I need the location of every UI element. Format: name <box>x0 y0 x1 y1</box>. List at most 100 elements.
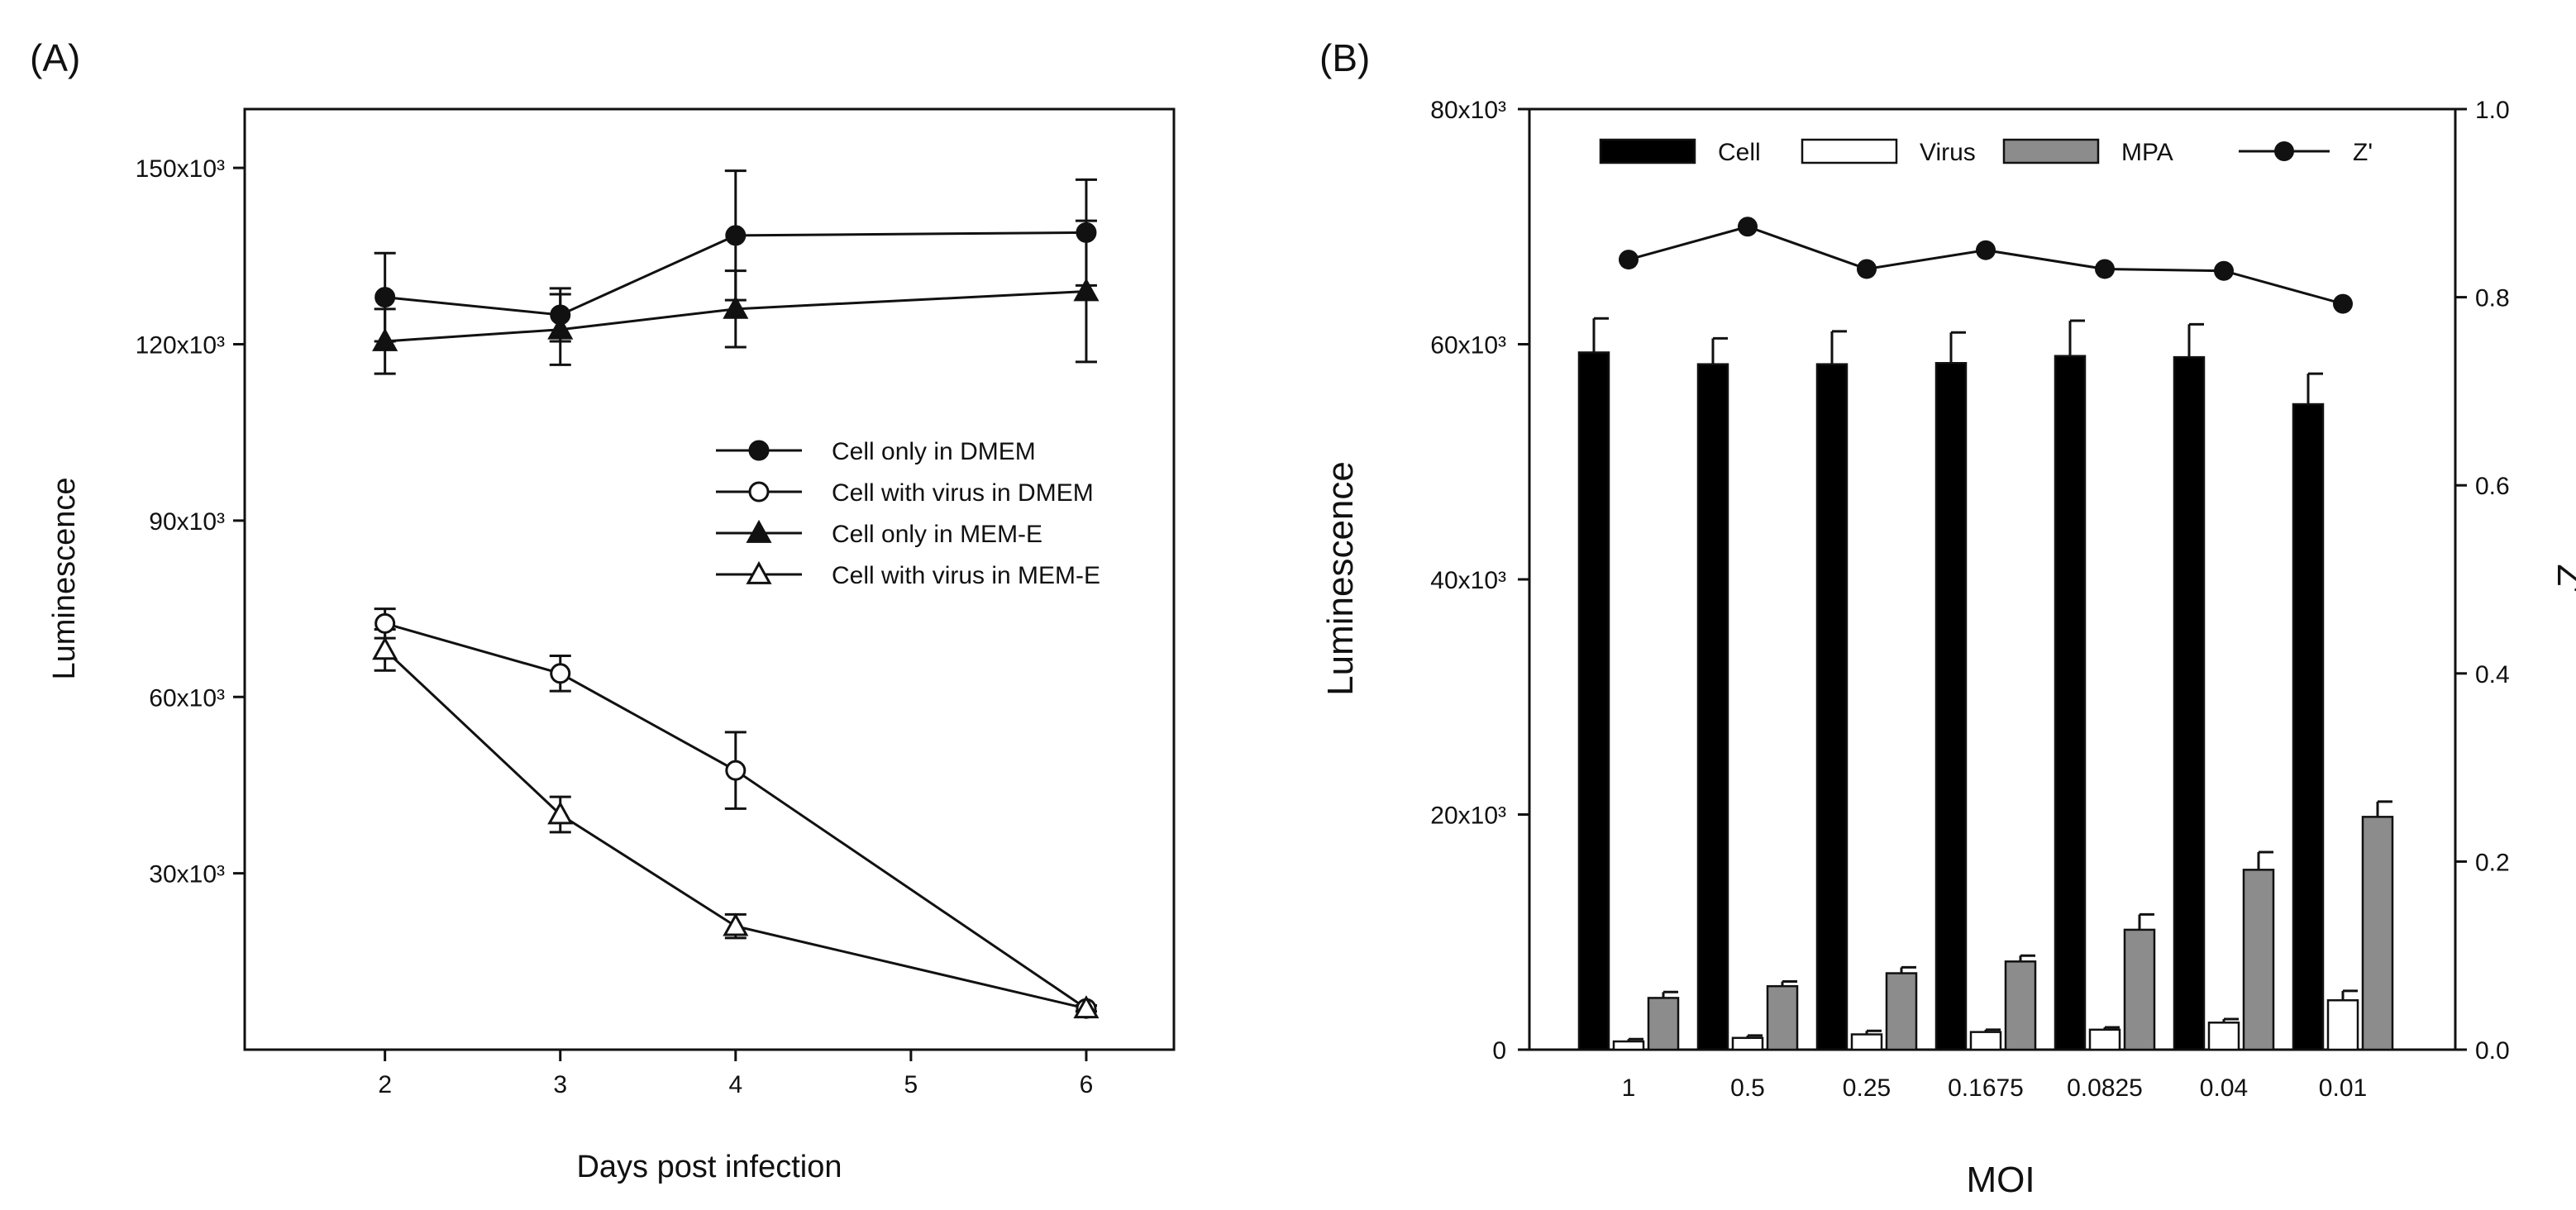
panel-b-bar-mpa <box>2361 816 2394 1051</box>
panel-b-legend-swatch <box>1599 138 1696 164</box>
panel-a-data-point <box>372 636 398 660</box>
panel-b-legend-label: Virus <box>1920 139 1976 166</box>
panel-a-data-point <box>1073 995 1100 1019</box>
panel-a-y-tick-label: 60x10³ <box>149 684 225 712</box>
panel-b-x-tick-label: 0.0825 <box>2067 1074 2143 1102</box>
panel-b-y2-tick-label: 0.6 <box>2475 473 2510 500</box>
panel-b-z-prime-point <box>1738 217 1758 237</box>
panel-a-x-tick-label: 6 <box>1080 1071 1094 1098</box>
panel-b-legend-swatch <box>2002 138 2100 164</box>
panel-a-data-point <box>725 760 747 781</box>
panel-b-y2-tick-label: 0.8 <box>2475 285 2510 312</box>
panel-b-x-tick-label: 0.04 <box>2200 1074 2248 1102</box>
panel-b-bars <box>1577 317 2394 1051</box>
panel-a-series-line <box>384 289 1087 343</box>
panel-b-bar-mpa <box>1885 972 1918 1051</box>
panel-b-bar-mpa <box>1647 997 1680 1051</box>
panel-b-ticks: 0 20x10³ 40x10³ 60x10³ 80x10³ 0.0 0.2 0.4 0.6 0.8… <box>1430 97 2509 1102</box>
panel-b-legend: Cell Virus MPA Z' <box>1599 138 2373 166</box>
panel-a-data-point <box>374 612 396 634</box>
panel-a-ticks: 2 3 4 5 6 30x10³ 60x10³ 90x10³ 120x10³ 150x10³ <box>136 155 1094 1098</box>
panel-a-data-point <box>547 801 574 825</box>
panel-a-data-point <box>1076 222 1097 243</box>
panel-b-bar-virus <box>2207 1022 2240 1051</box>
panel-a-legend-label: Cell only in DMEM <box>832 438 1036 465</box>
panel-b-bar-cell <box>2054 355 2087 1051</box>
panel-a-legend: Cell only in DMEM Cell with virus in DMEM… <box>716 438 1100 589</box>
panel-a-data-point <box>723 295 749 319</box>
panel-b-z-prime-point <box>2214 260 2234 281</box>
panel-b-bar-virus <box>1969 1031 2002 1051</box>
panel-a-data-point <box>374 287 396 308</box>
panel-b-y-tick-label: 80x10³ <box>1430 97 1506 124</box>
panel-a-series <box>372 169 1100 1019</box>
panel-a-label: (A) <box>30 36 80 79</box>
panel-b-bar-virus <box>1612 1040 1645 1051</box>
panel-b-y2-tick-label: 0.4 <box>2475 661 2510 688</box>
panel-b: (B) 0 20x10³ 40x10³ 60x10³ 80x10³ 0.0 0.2 0.4 0.… <box>1319 36 2576 1200</box>
panel-a-x-axis-title: Days post infection <box>576 1150 842 1184</box>
panel-b-z-prime-polyline <box>1628 225 2344 306</box>
panel-b-y2-tick-label: 1.0 <box>2475 97 2510 124</box>
panel-b-z-prime-point <box>2333 293 2353 314</box>
panel-b-bar-virus <box>2088 1028 2121 1051</box>
panel-a-y-tick-label: 150x10³ <box>136 155 225 183</box>
panel-b-z-prime-point <box>2095 259 2115 279</box>
panel-a-legend-label: Cell only in MEM-E <box>832 521 1042 548</box>
panel-b-bar-mpa <box>2242 869 2275 1051</box>
panel-b-label: (B) <box>1319 36 1370 79</box>
panel-a-x-tick-label: 5 <box>904 1071 918 1098</box>
panel-a-y-tick-label: 120x10³ <box>136 332 225 360</box>
panel-a-legend-marker <box>748 440 770 461</box>
panel-a-y-tick-label: 90x10³ <box>149 508 225 536</box>
panel-a-data-point <box>723 912 749 936</box>
panel-a-data-point <box>372 327 398 351</box>
panel-b-x-tick-label: 1 <box>1622 1074 1636 1102</box>
panel-b-x-tick-label: 0.1675 <box>1948 1074 2024 1102</box>
panel-b-legend-z-marker <box>2274 141 2294 161</box>
panel-b-bar-mpa <box>2123 928 2156 1051</box>
panel-b-bar-virus <box>1731 1036 1764 1051</box>
panel-a-data-point <box>547 316 574 340</box>
panel-b-x-tick-label: 0.25 <box>1843 1074 1891 1102</box>
panel-b-legend-label: Cell <box>1718 139 1761 166</box>
panel-b-x-axis-title: MOI <box>1966 1160 2035 1200</box>
panel-b-bar-mpa <box>2004 960 2037 1051</box>
panel-b-y-tick-label: 60x10³ <box>1430 332 1506 360</box>
panel-a-data-point <box>725 225 747 246</box>
panel-b-bar-virus <box>2326 999 2359 1051</box>
panel-b-y-tick-label: 0 <box>1492 1037 1506 1065</box>
panel-b-bar-mpa <box>1766 984 1799 1051</box>
panel-b-bar-cell <box>1577 351 1610 1051</box>
panel-b-bar-cell <box>1815 363 1849 1051</box>
panel-b-y2-tick-label: 0.2 <box>2475 849 2510 876</box>
panel-a-y-axis-title: Luminescence <box>47 477 82 679</box>
panel-a-plot-frame <box>243 107 1176 1051</box>
panel-a-data-point <box>1073 278 1100 302</box>
panel-a-series-line <box>384 231 1086 317</box>
panel-b-y-tick-label: 40x10³ <box>1430 567 1506 594</box>
panel-a-series-line <box>384 649 1087 1010</box>
panel-b-z-prime-point <box>1857 259 1877 279</box>
panel-a-legend-marker <box>746 519 772 543</box>
panel-a-x-tick-label: 4 <box>728 1071 742 1098</box>
panel-b-bar-cell <box>1934 362 1968 1051</box>
panel-a-x-tick-label: 3 <box>553 1071 567 1098</box>
panel-b-bar-cell <box>2292 403 2325 1051</box>
panel-b-legend-swatch <box>1801 138 1898 164</box>
panel-a-legend-label: Cell with virus in DMEM <box>832 479 1094 507</box>
panel-b-legend-label: MPA <box>2121 139 2173 166</box>
panel-b-bar-virus <box>1850 1033 1883 1051</box>
panel-b-x-tick-label: 0.5 <box>1730 1074 1765 1102</box>
panel-a-legend-label: Cell with virus in MEM-E <box>832 562 1100 589</box>
panel-a-x-tick-label: 2 <box>378 1071 392 1098</box>
panel-b-z-prime-line <box>1619 217 2353 314</box>
panel-b-z-prime-point <box>1619 250 1639 270</box>
panel-b-legend-label: Z' <box>2353 139 2373 166</box>
panel-b-z-prime-point <box>1976 240 1996 260</box>
panel-a: (A) 2 3 4 5 6 30x10³ 60x10³ 90x10³ 120x10³ 150x10… <box>30 36 1176 1184</box>
panel-a-legend-marker <box>746 560 772 584</box>
panel-b-y2-tick-label: 0.0 <box>2475 1037 2510 1065</box>
panel-a-legend-marker <box>748 481 770 503</box>
panel-a-y-tick-label: 30x10³ <box>149 861 225 888</box>
